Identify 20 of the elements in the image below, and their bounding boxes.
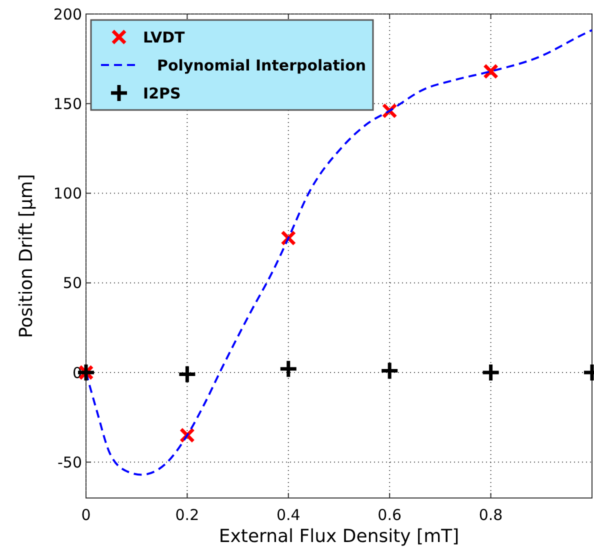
x-tick-label: 0.2 xyxy=(175,506,200,524)
legend-label: LVDT xyxy=(143,28,186,46)
x-tick-label: 0.8 xyxy=(478,506,503,524)
point xyxy=(380,360,400,380)
y-tick-label: 150 xyxy=(53,94,82,113)
y-axis-title: Position Drift [µm] xyxy=(16,174,37,338)
x-axis-title: External Flux Density [mT] xyxy=(218,526,460,547)
x-tick-label: 0.6 xyxy=(378,506,402,524)
line-series xyxy=(85,29,593,476)
x-tick-label: 0.4 xyxy=(276,506,300,524)
y-tick-label: 100 xyxy=(53,184,82,203)
y-tick-label: -50 xyxy=(58,453,82,472)
point xyxy=(177,364,197,384)
y-tick-label: 200 xyxy=(53,5,82,24)
point xyxy=(483,64,499,80)
y-tick-label: 50 xyxy=(62,274,82,292)
point xyxy=(481,362,501,382)
legend-label: I2PS xyxy=(143,84,181,102)
point xyxy=(278,359,298,379)
legend-label: Polynomial Interpolation xyxy=(157,56,366,74)
